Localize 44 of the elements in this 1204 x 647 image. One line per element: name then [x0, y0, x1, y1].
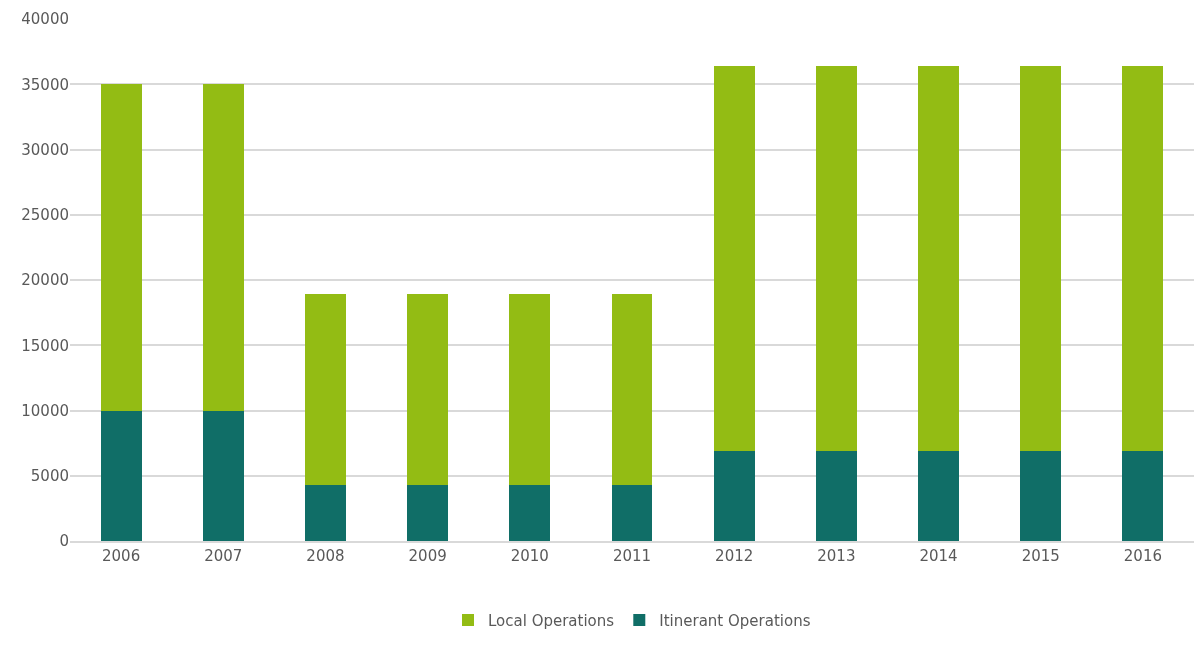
y-tick-label: 25000 [21, 206, 69, 224]
x-tick-label: 2012 [715, 546, 754, 565]
x-tick-label: 2006 [102, 546, 141, 565]
bar [611, 294, 653, 485]
y-tick-label: 15000 [21, 336, 69, 355]
x-tick-label: 2011 [612, 546, 652, 565]
bar [100, 84, 142, 411]
bar [815, 450, 857, 541]
x-tick-label: 2008 [306, 546, 345, 565]
bar [305, 484, 346, 541]
y-tick-label: 40000 [21, 10, 69, 29]
x-tick-label: 2016 [1123, 546, 1162, 565]
x-tick-label: 2014 [919, 546, 958, 565]
bar [509, 484, 551, 541]
bar [713, 450, 755, 541]
bar [1020, 65, 1062, 451]
x-tick-label: 2007 [204, 546, 243, 565]
x-tick-label: 2009 [408, 546, 447, 565]
bar [202, 84, 244, 411]
y-tick-label: 35000 [21, 75, 69, 94]
legend-label: Local Operations [488, 611, 615, 630]
bar [1020, 450, 1062, 541]
bar [1122, 450, 1164, 541]
y-tick-label: 30000 [21, 140, 69, 159]
y-tick-label: 10000 [21, 401, 69, 420]
bar [407, 294, 449, 485]
bar [202, 410, 244, 541]
x-tick-label: 2013 [817, 546, 856, 565]
x-tick-label: 2015 [1021, 546, 1060, 565]
bar [815, 65, 857, 451]
y-tick-label: 5000 [30, 467, 69, 485]
bar [918, 65, 959, 451]
bar [611, 484, 653, 541]
bar [918, 450, 959, 541]
y-tick-label: 0 [59, 532, 69, 551]
bar [305, 294, 346, 485]
bar [713, 65, 755, 451]
bar [100, 410, 142, 541]
bar [407, 484, 449, 541]
bar [1122, 65, 1164, 451]
legend-label: Itinerant Operations [659, 611, 811, 630]
y-tick-label: 20000 [21, 271, 69, 290]
x-tick-label: 2010 [510, 546, 549, 565]
bar [509, 294, 551, 485]
